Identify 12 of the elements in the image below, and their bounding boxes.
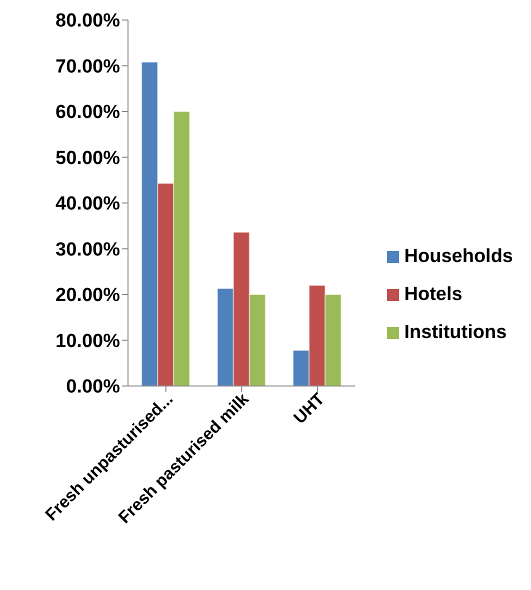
y-tick-label: 60.00%: [56, 102, 120, 124]
y-tick-label: 30.00%: [56, 239, 120, 260]
y-tick-label: 40.00%: [56, 194, 120, 215]
y-tick-label: 20.00%: [56, 285, 120, 306]
y-tick-label: 80.00%: [56, 10, 120, 32]
y-tick-label: 70.00%: [56, 56, 120, 78]
y-tick-label: 10.00%: [56, 330, 120, 352]
y-tick-label: 50.00%: [56, 148, 120, 169]
y-tick-label: 0.00%: [66, 376, 120, 398]
legend-label: Hotels: [404, 283, 462, 307]
legend-label: Institutions: [404, 321, 507, 345]
legend-label: Households: [404, 245, 513, 269]
